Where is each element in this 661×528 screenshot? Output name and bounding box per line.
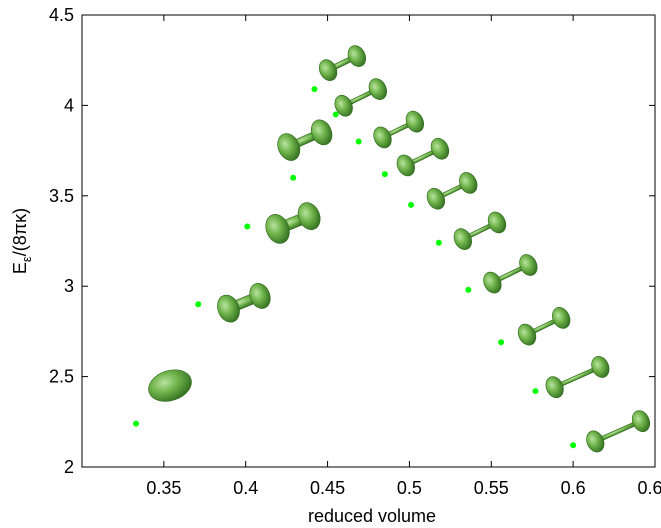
y-tick-label: 2 bbox=[64, 457, 74, 477]
vesicle-shape bbox=[318, 45, 367, 81]
data-point bbox=[133, 420, 140, 427]
data-point bbox=[570, 442, 577, 449]
data-point bbox=[244, 223, 251, 230]
y-tick-label: 2.5 bbox=[49, 367, 74, 387]
data-point bbox=[408, 201, 415, 208]
x-tick-label: 0.5 bbox=[397, 478, 422, 498]
vesicle-shape bbox=[334, 78, 387, 117]
vesicle-shape bbox=[277, 119, 333, 161]
axis-ticks: 0.35 0.4 0.45 0.5 0.55 0.6 0.65 2 2.5 3 3.5 4 4.5 bbox=[49, 5, 661, 498]
data-point bbox=[381, 171, 388, 178]
y-axis-label-rest: /(8πκ) bbox=[10, 208, 30, 256]
data-point bbox=[290, 174, 297, 181]
data-point bbox=[195, 301, 202, 308]
vesicle-shape bbox=[545, 356, 610, 399]
y-tick-label: 4 bbox=[64, 95, 74, 115]
vesicle-shape bbox=[586, 410, 651, 453]
x-tick-label: 0.55 bbox=[474, 478, 509, 498]
vesicle-shape bbox=[396, 137, 450, 177]
data-point bbox=[465, 286, 472, 293]
data-point bbox=[332, 111, 339, 118]
y-tick-label: 3.5 bbox=[49, 186, 74, 206]
x-tick-label: 0.65 bbox=[637, 478, 661, 498]
x-tick-label: 0.6 bbox=[561, 478, 586, 498]
y-axis-label-main: E bbox=[10, 262, 30, 274]
data-point bbox=[355, 138, 362, 145]
data-point bbox=[435, 239, 442, 246]
vesicle-shape bbox=[517, 307, 571, 346]
vesicle-shape bbox=[453, 211, 507, 250]
vesicle-shape bbox=[426, 172, 478, 210]
data-point bbox=[311, 86, 318, 93]
vesicle-shape bbox=[265, 202, 321, 244]
data-points bbox=[133, 86, 577, 449]
y-tick-label: 3 bbox=[64, 276, 74, 296]
x-tick-label: 0.4 bbox=[233, 478, 258, 498]
x-axis-label: reduced volume bbox=[308, 506, 436, 526]
vesicle-shape bbox=[373, 110, 425, 149]
x-tick-label: 0.45 bbox=[310, 478, 345, 498]
vesicle-shape bbox=[483, 254, 538, 294]
shape-illustrations bbox=[148, 45, 651, 453]
y-axis-label-subscript: ε bbox=[19, 256, 34, 262]
y-axis-label: Eε/(8πκ) bbox=[10, 208, 34, 274]
y-tick-label: 4.5 bbox=[49, 5, 74, 25]
vesicle-shape bbox=[217, 283, 271, 323]
data-point bbox=[498, 339, 505, 346]
vesicle-shape bbox=[148, 369, 192, 402]
x-tick-label: 0.35 bbox=[146, 478, 181, 498]
data-point bbox=[532, 388, 539, 395]
